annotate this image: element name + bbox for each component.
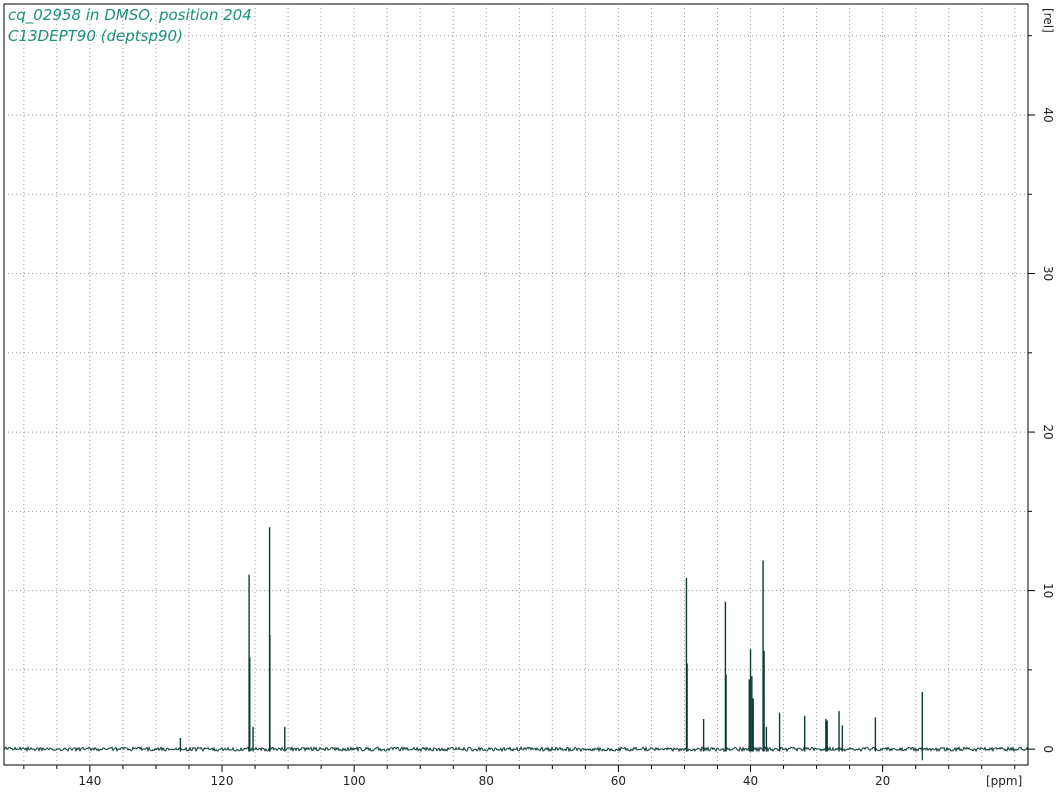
x-tick-label: 120 [211, 774, 234, 788]
x-tick-label: 60 [611, 774, 626, 788]
chart-title: cq_02958 in DMSO, position 204 [8, 6, 252, 24]
chart-subtitle: C13DEPT90 (deptsp90) [8, 27, 183, 45]
plot-frame [3, 3, 1029, 766]
x-tick-label: 100 [343, 774, 366, 788]
x-tick-label: 20 [875, 774, 890, 788]
grid [4, 4, 1028, 765]
x-tick-label: 40 [743, 774, 758, 788]
x-tick-label: 140 [78, 774, 101, 788]
y-tick-label: 10 [1041, 583, 1055, 598]
y-tick-label: 40 [1041, 107, 1055, 122]
spectrum-line [3, 745, 1029, 753]
peaks [179, 527, 923, 761]
y-tick-label: 20 [1041, 424, 1055, 439]
y-tick-label: 0 [1041, 745, 1055, 753]
axes: 140 120 100 80 60 40 20 0 10 20 30 40 [23, 35, 1055, 788]
x-axis-label: [ppm] [986, 774, 1022, 788]
y-axis-label: [rel] [1041, 8, 1055, 33]
x-tick-label: 80 [479, 774, 494, 788]
y-tick-label: 30 [1041, 266, 1055, 281]
